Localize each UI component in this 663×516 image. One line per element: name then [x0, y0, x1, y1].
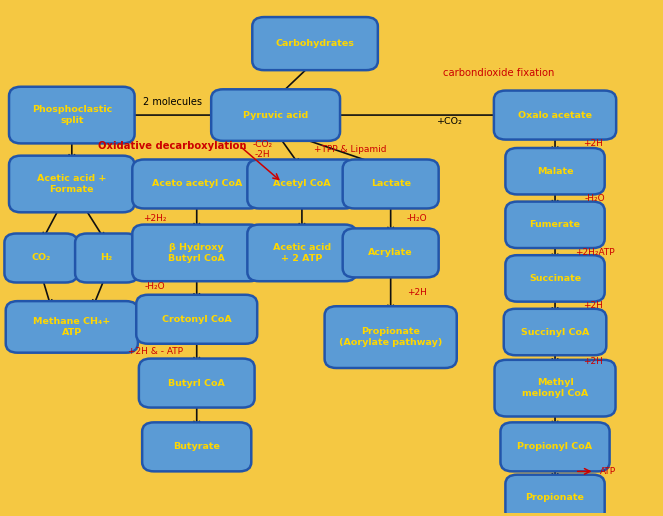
Text: +2H: +2H — [407, 288, 427, 297]
Text: Propionate: Propionate — [526, 493, 585, 503]
Text: +2H & - ATP: +2H & - ATP — [128, 347, 183, 357]
FancyBboxPatch shape — [495, 360, 615, 416]
FancyBboxPatch shape — [5, 234, 78, 282]
Text: -H₂O: -H₂O — [145, 282, 166, 291]
Text: -H₂O: -H₂O — [406, 214, 427, 223]
Text: Butyrate: Butyrate — [173, 442, 220, 452]
FancyBboxPatch shape — [325, 306, 457, 368]
Text: Methane CH₄+
ATP: Methane CH₄+ ATP — [33, 317, 111, 336]
Text: Propionate
(Aorylate pathway): Propionate (Aorylate pathway) — [339, 328, 442, 347]
Text: ATP: ATP — [599, 467, 616, 476]
FancyBboxPatch shape — [505, 255, 605, 302]
Text: Propionyl CoA: Propionyl CoA — [517, 442, 593, 452]
Text: Butyrl CoA: Butyrl CoA — [168, 379, 225, 388]
Text: Pyruvic acid: Pyruvic acid — [243, 110, 308, 120]
FancyBboxPatch shape — [505, 148, 605, 195]
Text: Fumerate: Fumerate — [530, 220, 581, 229]
FancyBboxPatch shape — [247, 159, 357, 208]
FancyBboxPatch shape — [247, 224, 357, 281]
Text: -CO₂
-2H: -CO₂ -2H — [253, 140, 272, 159]
FancyBboxPatch shape — [9, 156, 135, 212]
Text: β Hydroxy
Butyrl CoA: β Hydroxy Butyrl CoA — [168, 243, 225, 263]
Text: +2H: +2H — [583, 357, 603, 366]
FancyBboxPatch shape — [136, 295, 257, 344]
Text: -H₂O: -H₂O — [584, 194, 605, 203]
FancyBboxPatch shape — [211, 89, 340, 141]
Text: Aceto acetyl CoA: Aceto acetyl CoA — [152, 180, 242, 188]
Text: Succinyl CoA: Succinyl CoA — [521, 328, 589, 336]
Text: Oxidative decarboxylation: Oxidative decarboxylation — [98, 141, 247, 151]
Text: CO₂: CO₂ — [31, 253, 50, 263]
Text: Succinate: Succinate — [529, 274, 581, 283]
FancyBboxPatch shape — [139, 359, 255, 408]
Text: carbondioxide fixation: carbondioxide fixation — [444, 68, 555, 78]
Text: Acetic acid +
Formate: Acetic acid + Formate — [37, 174, 107, 194]
FancyBboxPatch shape — [133, 224, 261, 281]
FancyBboxPatch shape — [343, 159, 439, 208]
FancyBboxPatch shape — [343, 229, 439, 278]
Text: Lactate: Lactate — [371, 180, 410, 188]
Text: Acetyl CoA: Acetyl CoA — [273, 180, 331, 188]
FancyBboxPatch shape — [505, 202, 605, 248]
Text: +2H: +2H — [583, 139, 603, 148]
Text: Carbohydrates: Carbohydrates — [276, 39, 355, 48]
Text: +CO₂: +CO₂ — [437, 117, 463, 126]
Text: +2H₂: +2H₂ — [144, 214, 167, 223]
FancyBboxPatch shape — [75, 234, 138, 282]
FancyBboxPatch shape — [504, 309, 606, 355]
FancyBboxPatch shape — [253, 17, 378, 70]
Text: Malate: Malate — [537, 167, 573, 176]
Text: Acrylate: Acrylate — [369, 248, 413, 257]
FancyBboxPatch shape — [494, 91, 616, 139]
FancyBboxPatch shape — [142, 423, 251, 471]
Text: +2H: +2H — [583, 301, 603, 311]
Text: Oxalo acetate: Oxalo acetate — [518, 110, 592, 120]
Text: H₂: H₂ — [101, 253, 113, 263]
FancyBboxPatch shape — [6, 301, 138, 353]
FancyBboxPatch shape — [133, 159, 261, 208]
FancyBboxPatch shape — [9, 87, 135, 143]
Text: Methyl
melonyl CoA: Methyl melonyl CoA — [522, 378, 588, 398]
Text: Crotonyl CoA: Crotonyl CoA — [162, 315, 231, 324]
FancyBboxPatch shape — [501, 423, 609, 471]
Text: +TPP & Lipamid: +TPP & Lipamid — [314, 146, 386, 154]
Text: Phosphoclastic
split: Phosphoclastic split — [32, 105, 112, 125]
Text: 2 molecules: 2 molecules — [143, 98, 202, 107]
Text: +2H₂ATP: +2H₂ATP — [575, 248, 615, 257]
Text: Acetic acid
+ 2 ATP: Acetic acid + 2 ATP — [273, 243, 331, 263]
FancyBboxPatch shape — [505, 475, 605, 516]
